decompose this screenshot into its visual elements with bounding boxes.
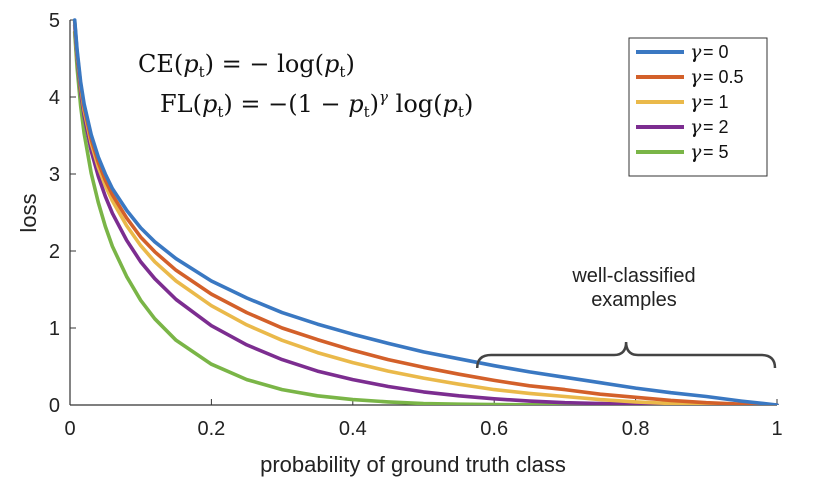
legend-label-gamma-5: = 5 bbox=[703, 142, 729, 162]
legend-label-gamma-2: = 2 bbox=[703, 117, 729, 137]
fl-formula-op-2: − bbox=[321, 90, 341, 118]
fl-formula-exp: γ bbox=[379, 88, 388, 106]
x-tick-label: 0.2 bbox=[197, 418, 225, 440]
ce-formula-var: p bbox=[183, 50, 198, 78]
legend: γ = 0γ = 0.5γ = 1γ = 2γ = 5 bbox=[628, 37, 768, 177]
x-tick-label: 0.6 bbox=[480, 418, 508, 440]
legend-symbol: γ bbox=[690, 116, 702, 138]
ce-formula-op: − bbox=[249, 50, 269, 78]
series-line-gamma-0 bbox=[72, 18, 779, 405]
fl-formula-sub-2: t bbox=[364, 103, 370, 121]
ce-formula-var-2: p bbox=[324, 50, 339, 78]
series-line-gamma-5 bbox=[72, 30, 779, 405]
fl-formula-sub: t bbox=[217, 103, 223, 121]
series-lines bbox=[72, 18, 779, 405]
fl-formula-lhs: FL bbox=[160, 90, 193, 118]
x-tick-label: 0.4 bbox=[339, 418, 367, 440]
series-line-gamma-2 bbox=[72, 23, 779, 405]
ce-formula-func: log bbox=[277, 50, 315, 78]
legend-symbol: γ bbox=[690, 66, 702, 88]
x-tick-label: 1 bbox=[771, 418, 782, 440]
legend-symbol: γ bbox=[690, 141, 702, 163]
y-tick-label: 3 bbox=[49, 164, 60, 186]
y-tick-label: 5 bbox=[49, 10, 60, 32]
y-axis-label: loss bbox=[16, 193, 41, 232]
fl-formula-var: p bbox=[202, 90, 217, 118]
ce-formula: CE(pt) = − log(pt) bbox=[138, 50, 355, 81]
tick-labels: 0 0.2 0.4 0.6 0.8 1 0 1 2 3 4 5 bbox=[49, 10, 783, 440]
fl-formula-var-3: p bbox=[443, 90, 458, 118]
y-tick-label: 1 bbox=[49, 318, 60, 340]
y-tick-label: 2 bbox=[49, 241, 60, 263]
fl-formula-var-2: p bbox=[348, 90, 363, 118]
fl-formula-one: 1 bbox=[298, 90, 313, 118]
brace-label-line1: well-classified bbox=[571, 265, 695, 287]
fl-formula-func: log bbox=[396, 90, 434, 118]
well-classified-brace bbox=[475, 341, 777, 369]
ce-formula-sub: t bbox=[199, 63, 205, 81]
x-axis-label: probability of ground truth class bbox=[260, 452, 566, 477]
ce-formula-lhs: CE bbox=[138, 50, 174, 78]
legend-symbol: γ bbox=[690, 91, 702, 113]
fl-formula-op: − bbox=[268, 90, 288, 118]
y-tick-label: 4 bbox=[49, 87, 60, 109]
y-tick-label: 0 bbox=[49, 395, 60, 417]
fl-formula: FL(pt) = −(1 − pt)γ log(pt) bbox=[160, 88, 473, 121]
x-tick-label: 0.8 bbox=[622, 418, 650, 440]
legend-label-gamma-1: = 1 bbox=[703, 92, 729, 112]
ce-formula-sub-2: t bbox=[339, 63, 345, 81]
legend-symbol: γ bbox=[690, 41, 702, 63]
brace-label-line2: examples bbox=[591, 289, 677, 311]
legend-label-gamma-0: = 0 bbox=[703, 42, 729, 62]
fl-formula-sub-3: t bbox=[458, 103, 464, 121]
legend-label-gamma-0-5: = 0.5 bbox=[703, 67, 744, 87]
x-tick-label: 0 bbox=[64, 418, 75, 440]
